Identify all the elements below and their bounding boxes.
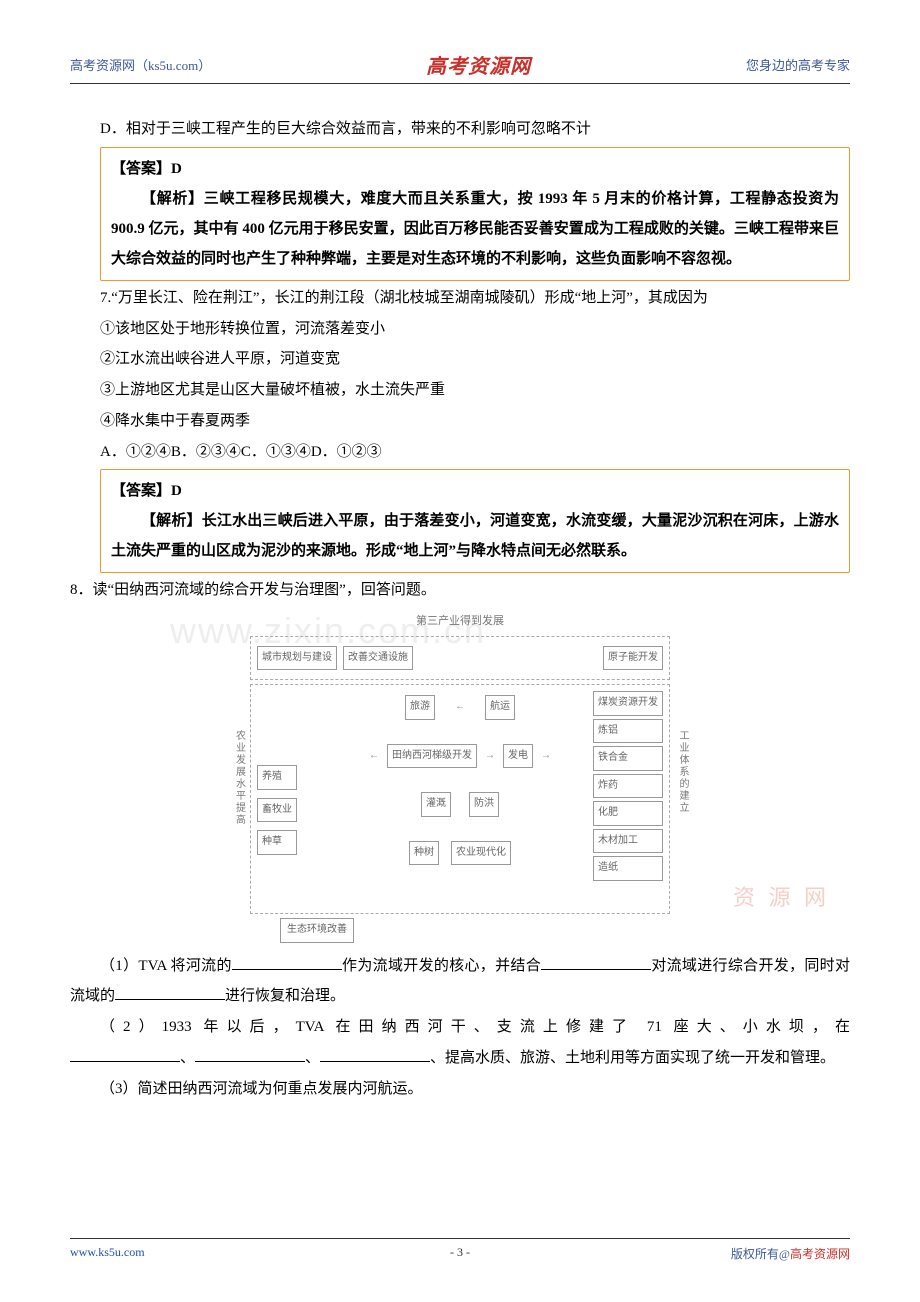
d-cell: 旅游 <box>405 695 435 720</box>
d-cell: 改善交通设施 <box>343 646 413 671</box>
diagram-title: 第三产业得到发展 <box>250 610 670 633</box>
question-7: 7.“万里长江、险在荆江”，长江的荆江段（湖北枝城至湖南城陵矶）形成“地上河”，… <box>70 283 850 314</box>
d-cell: 养殖 <box>257 765 297 790</box>
answer-letter: D <box>171 161 182 177</box>
answer-label: 【答案】 <box>111 161 171 177</box>
q7-choices: A．①②④B．②③④C．①③④D．①②③ <box>70 437 850 468</box>
page-header: 高考资源网（ks5u.com） 高考资源网 您身边的高考专家 <box>70 50 850 84</box>
q8-sub2: （2）1933 年以后，TVA 在田纳西河干、支流上修建了 71 座大、小水坝，… <box>70 1012 850 1043</box>
sep: 、 <box>305 1050 320 1066</box>
footer-right: 版权所有@高考资源网 <box>731 1245 850 1262</box>
blank-field <box>320 1047 430 1062</box>
blank-field <box>115 985 225 1000</box>
answer-explanation: 【解析】三峡工程移民规模大，难度大而且关系重大，按 1993 年 5 月末的价格… <box>111 184 839 274</box>
answer-letter: D <box>171 483 182 499</box>
footer-brand: 高考资源网 <box>790 1247 850 1261</box>
header-center: 高考资源网 <box>426 50 531 79</box>
answer-box-2: 【答案】D 【解析】长江水出三峡后进入平原，由于落差变小，河道变宽，水流变缓，大… <box>100 469 850 573</box>
arrow-icon: → <box>485 746 495 767</box>
d-cell: 造纸 <box>593 856 663 881</box>
q8-sub3: （3）简述田纳西河流域为何重点发展内河航运。 <box>70 1074 850 1105</box>
diagram-right-label: 工业体系的建立 <box>672 730 693 814</box>
answer-explanation: 【解析】长江水出三峡后进入平原，由于落差变小，河道变宽，水流变缓，大量泥沙沉积在… <box>111 506 839 566</box>
d-cell: 灌溉 <box>421 792 451 817</box>
q8-1-b: 作为流域开发的核心，并结合 <box>342 958 541 974</box>
answer-label: 【答案】 <box>111 483 171 499</box>
d-cell: 炸药 <box>593 774 663 799</box>
diagram-left-label: 农业发展水平提高 <box>228 730 249 826</box>
diagram-bottom-label: 生态环境改善 <box>280 918 354 943</box>
d-cell: 田纳西河梯级开发 <box>387 744 477 769</box>
diagram-top-dashed: 城市规划与建设 改善交通设施 原子能开发 <box>250 636 670 681</box>
arrow-icon: ← <box>455 697 465 718</box>
diagram-right-column: 煤炭资源开发 炼铝 铁合金 炸药 化肥 木材加工 造纸 <box>593 691 663 881</box>
blank-field <box>232 955 342 970</box>
d-cell: 防洪 <box>469 792 499 817</box>
question-8: 8．读“田纳西河流域的综合开发与治理图”，回答问题。 <box>70 575 850 606</box>
d-cell: 城市规划与建设 <box>257 646 337 671</box>
footer-copyright: 版权所有@ <box>731 1247 790 1261</box>
arrow-icon: ← <box>369 746 379 767</box>
answer-box-1: 【答案】D 【解析】三峡工程移民规模大，难度大而且关系重大，按 1993 年 5… <box>100 147 850 281</box>
header-right: 您身边的高考专家 <box>746 55 850 74</box>
q8-sub2-line2: 、 、 、提高水质、旅游、土地利用等方面实现了统一开发和管理。 <box>70 1043 850 1074</box>
d-cell: 农业现代化 <box>451 841 511 866</box>
footer-left: www.ks5u.com <box>70 1245 145 1262</box>
d-cell: 铁合金 <box>593 746 663 771</box>
header-left: 高考资源网（ks5u.com） <box>70 55 211 74</box>
arrow-icon: → <box>541 746 551 767</box>
q8-sub1: （1）TVA 将河流的作为流域开发的核心，并结合对流域进行综合开发，同时对流域的… <box>70 951 850 1013</box>
d-cell: 航运 <box>485 695 515 720</box>
d-cell: 发电 <box>503 744 533 769</box>
q7-opt3: ③上游地区尤其是山区大量破坏植被，水土流失严重 <box>70 375 850 406</box>
footer-page-number: - 3 - <box>450 1245 470 1260</box>
d-cell: 原子能开发 <box>603 646 663 671</box>
diagram-left-column: 养殖 畜牧业 种草 <box>257 765 297 855</box>
q7-opt1: ①该地区处于地形转换位置，河流落差变小 <box>70 314 850 345</box>
q8-2-d: 、提高水质、旅游、土地利用等方面实现了统一开发和管理。 <box>430 1050 835 1066</box>
d-cell: 炼铝 <box>593 719 663 744</box>
d-cell: 木材加工 <box>593 829 663 854</box>
diagram-main-dashed: 煤炭资源开发 炼铝 铁合金 炸药 化肥 木材加工 造纸 养殖 畜牧业 种草 <box>250 684 670 914</box>
blank-field <box>541 955 651 970</box>
tva-diagram: 第三产业得到发展 农业发展水平提高 工业体系的建立 城市规划与建设 改善交通设施… <box>250 610 670 943</box>
q7-opt4: ④降水集中于春夏两季 <box>70 406 850 437</box>
q8-2-a: （2）1933 年以后，TVA 在田纳西河干、支流上修建了 71 座大、小水坝，… <box>100 1019 850 1035</box>
page-footer: www.ks5u.com - 3 - 版权所有@高考资源网 <box>70 1238 850 1262</box>
sep: 、 <box>180 1050 195 1066</box>
d-cell: 种树 <box>409 841 439 866</box>
blank-field <box>70 1047 180 1062</box>
document-body: D．相对于三峡工程产生的巨大综合效益而言，带来的不利影响可忽略不计 【答案】D … <box>70 114 850 1104</box>
blank-field <box>195 1047 305 1062</box>
q8-1-d: 进行恢复和治理。 <box>225 988 345 1004</box>
option-d: D．相对于三峡工程产生的巨大综合效益而言，带来的不利影响可忽略不计 <box>70 114 850 145</box>
q7-stem: 7.“万里长江、险在荆江”，长江的荆江段（湖北枝城至湖南城陵矶）形成“地上河”，… <box>100 290 708 306</box>
d-cell: 化肥 <box>593 801 663 826</box>
d-cell: 畜牧业 <box>257 798 297 823</box>
diagram-container: 第三产业得到发展 农业发展水平提高 工业体系的建立 城市规划与建设 改善交通设施… <box>70 610 850 943</box>
q8-1-a: （1）TVA 将河流的 <box>100 958 232 974</box>
d-cell: 种草 <box>257 830 297 855</box>
q7-opt2: ②江水流出峡谷进人平原，河道变宽 <box>70 344 850 375</box>
d-cell: 煤炭资源开发 <box>593 691 663 716</box>
